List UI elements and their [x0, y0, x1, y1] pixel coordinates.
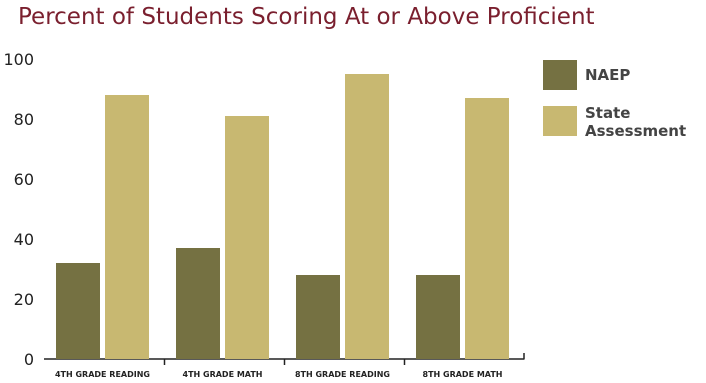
category-labels: 4TH GRADE READING 4TH GRADE MATH 8TH GRADE… — [55, 353, 525, 379]
y-tick-label: 20 — [14, 290, 34, 309]
bar-state-assessment — [345, 74, 389, 359]
y-axis-ticks: 100 80 60 40 20 0 — [3, 50, 34, 369]
x-category-label: 8TH GRADE MATH — [423, 370, 503, 379]
bar-naep — [296, 275, 340, 359]
y-tick-label: 0 — [24, 350, 34, 369]
x-category-label: 4TH GRADE MATH — [183, 370, 263, 379]
bar-naep — [56, 263, 100, 359]
x-category-label: 8TH GRADE READING — [295, 370, 390, 379]
x-category-label: 4TH GRADE READING — [55, 370, 150, 379]
legend-swatch — [543, 106, 577, 136]
y-tick-label: 60 — [14, 170, 34, 189]
y-tick-label: 80 — [14, 110, 34, 129]
legend-label: State Assessment — [585, 104, 686, 140]
y-tick-label: 40 — [14, 230, 34, 249]
bar-state-assessment — [225, 116, 269, 359]
bar-state-assessment — [465, 98, 509, 359]
bar-naep — [416, 275, 460, 359]
legend: NAEP State Assessment — [543, 60, 686, 140]
bar-naep — [176, 248, 220, 359]
bar-state-assessment — [105, 95, 149, 359]
bars — [56, 74, 509, 359]
chart-title: Percent of Students Scoring At or Above … — [18, 4, 595, 30]
legend-swatch — [543, 60, 577, 90]
legend-label: NAEP — [585, 66, 630, 84]
y-tick-label: 100 — [3, 50, 34, 69]
